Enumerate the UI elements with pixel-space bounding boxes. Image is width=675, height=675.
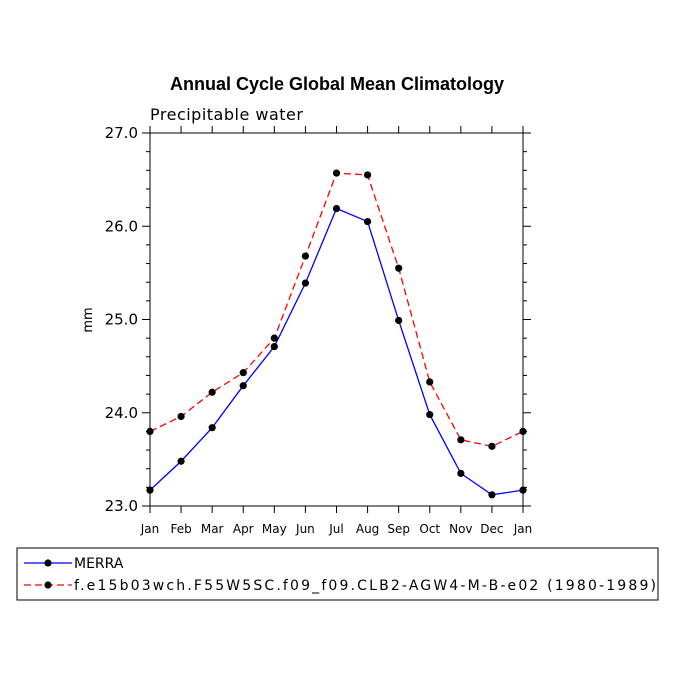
- x-tick-label: Oct: [419, 522, 440, 536]
- data-point: [395, 316, 403, 325]
- plot-frame: [149, 132, 524, 507]
- data-point: [426, 378, 434, 386]
- x-tick-label: Jun: [295, 522, 315, 536]
- x-tick-label: Jan: [513, 522, 533, 536]
- data-point: [426, 411, 434, 419]
- y-tick-label: 27.0: [105, 124, 138, 142]
- data-point: [519, 427, 527, 435]
- legend-box: [16, 547, 659, 601]
- data-point: [363, 171, 372, 179]
- data-point: [239, 382, 247, 390]
- data-point: [332, 204, 341, 213]
- chart-title: Annual Cycle Global Mean Climatology: [170, 74, 504, 94]
- x-tick-label: Jul: [328, 522, 343, 536]
- chart-subtitle: Precipitable water: [150, 105, 303, 124]
- series-2: [146, 169, 527, 450]
- y-tick-label: 25.0: [105, 311, 138, 329]
- x-tick-label: May: [262, 522, 287, 536]
- data-point: [301, 252, 310, 260]
- data-point: [239, 369, 247, 377]
- x-tick-label: Aug: [356, 522, 379, 536]
- data-point: [457, 436, 465, 444]
- legend-label: f.e15b03wch.F55W5SC.f09_f09.CLB2-AGW4-M-…: [74, 578, 656, 594]
- data-point: [177, 412, 185, 421]
- x-tick-label: Nov: [449, 522, 472, 536]
- legend-marker: [44, 581, 52, 589]
- data-point: [488, 442, 496, 450]
- data-point: [146, 486, 154, 494]
- x-tick-label: Mar: [201, 522, 224, 536]
- x-tick-label: Feb: [170, 522, 191, 536]
- data-point: [270, 342, 278, 351]
- x-tick-label: Dec: [480, 522, 503, 536]
- legend: MERRA f.e15b03wch.F55W5SC.f09_f09.CLB2-AG…: [24, 556, 656, 594]
- data-point: [332, 169, 341, 177]
- data-point: [363, 217, 372, 226]
- series: [146, 169, 527, 499]
- data-point: [146, 427, 154, 435]
- data-point: [208, 388, 216, 396]
- data-point: [395, 264, 403, 272]
- data-point: [177, 457, 185, 465]
- y-tick-label: 23.0: [105, 497, 138, 515]
- y-tick-label: 26.0: [105, 217, 138, 235]
- data-point: [301, 279, 310, 287]
- legend-marker: [44, 559, 52, 567]
- x-tick-label: Sep: [387, 522, 410, 536]
- tick-labels: 23.0 24.0 25.0 26.0 27.0 Jan Feb Mar Apr May Jun Ju…: [105, 124, 533, 536]
- x-tick-label: Apr: [233, 522, 254, 536]
- series-line: [149, 207, 524, 496]
- data-point: [208, 424, 216, 432]
- legend-label: MERRA: [74, 556, 124, 572]
- data-point: [270, 334, 278, 342]
- data-point: [457, 469, 465, 477]
- series-line: [149, 172, 524, 448]
- data-point: [488, 491, 496, 499]
- y-tick-label: 24.0: [105, 404, 138, 422]
- x-tick-label: Jan: [140, 522, 160, 536]
- data-point: [519, 486, 527, 494]
- y-axis-label: mm: [81, 307, 96, 332]
- series-1: [146, 204, 527, 499]
- axes: [142, 126, 531, 513]
